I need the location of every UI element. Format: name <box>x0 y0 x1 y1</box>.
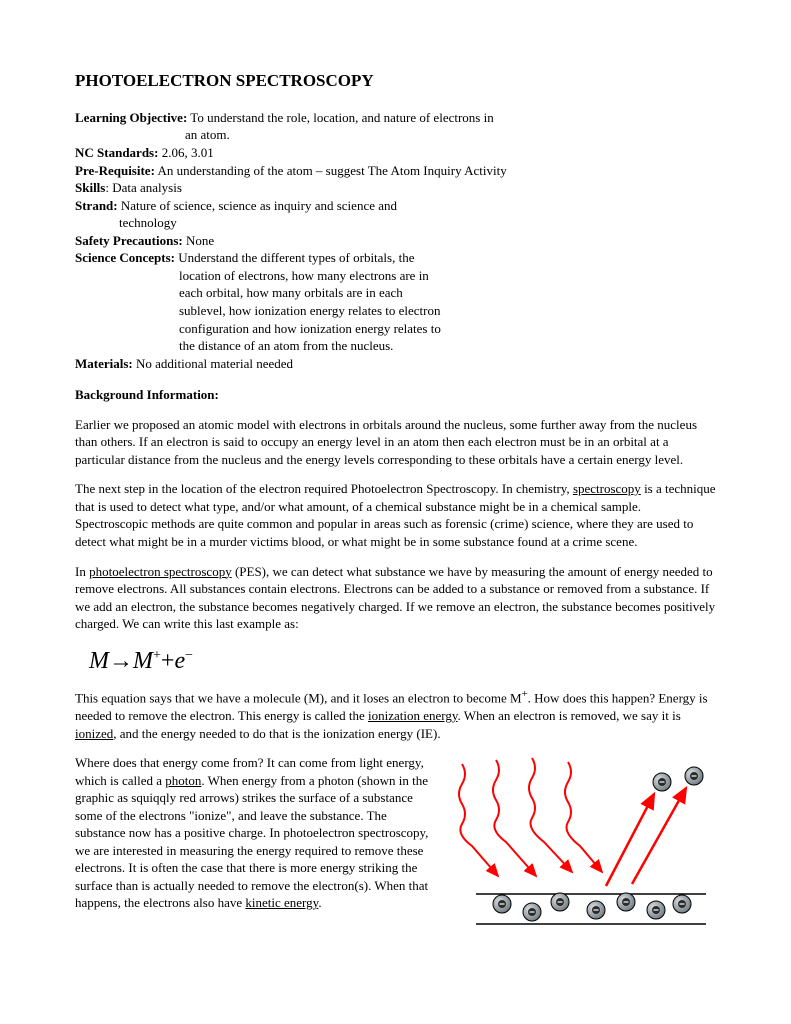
strand-l2: technology <box>75 214 716 232</box>
strand-line: Strand: Nature of science, science as in… <box>75 197 716 215</box>
concepts-l5: configuration and how ionization energy … <box>75 320 716 338</box>
p5c: . <box>318 895 321 910</box>
strand-l1: Nature of science, science as inquiry an… <box>118 198 397 213</box>
eq-e: e <box>174 648 185 674</box>
prereq-line: Pre-Requisite: An understanding of the a… <box>75 162 716 180</box>
standards-label: NC Standards: <box>75 145 158 160</box>
concepts-l2: location of electrons, how many electron… <box>75 267 716 285</box>
p4-underline-ionization-energy: ionization energy <box>368 708 458 723</box>
figure-column <box>456 754 716 949</box>
objective-text-l1: To understand the role, location, and na… <box>187 110 493 125</box>
safety-line: Safety Precautions: None <box>75 232 716 250</box>
prereq-value: An understanding of the atom – suggest T… <box>155 163 507 178</box>
paragraph-4: This equation says that we have a molecu… <box>75 687 716 742</box>
p4a: This equation says that we have a molecu… <box>75 690 522 705</box>
document-page: PHOTOELECTRON SPECTROSCOPY Learning Obje… <box>0 0 791 1024</box>
skills-value: : Data analysis <box>105 180 182 195</box>
p4-underline-ionized: ionized <box>75 726 113 741</box>
paragraph-5: Where does that energy come from? It can… <box>75 754 440 937</box>
safety-value: None <box>183 233 214 248</box>
p3a: In <box>75 564 89 579</box>
safety-label: Safety Precautions: <box>75 233 183 248</box>
p4c: . When an electron is removed, we say it… <box>458 708 681 723</box>
concepts-l3: each orbital, how many orbitals are in e… <box>75 284 716 302</box>
eq-m1: M <box>89 648 109 674</box>
paragraph-1: Earlier we proposed an atomic model with… <box>75 416 716 469</box>
paragraph-3: In photoelectron spectroscopy (PES), we … <box>75 563 716 633</box>
skills-label: Skills <box>75 180 105 195</box>
p3-underline-pes: photoelectron spectroscopy <box>89 564 232 579</box>
p2-underline-spectroscopy: spectroscopy <box>573 481 641 496</box>
background-heading: Background Information: <box>75 386 716 404</box>
two-column-row: Where does that energy come from? It can… <box>75 754 716 949</box>
eq-arrow: → <box>109 648 133 674</box>
photoelectron-figure <box>456 754 716 944</box>
strand-label: Strand: <box>75 198 118 213</box>
standards-value: 2.06, 3.01 <box>158 145 213 160</box>
materials-line: Materials: No additional material needed <box>75 355 716 373</box>
materials-label: Materials: <box>75 356 133 371</box>
eq-m2: M <box>133 648 153 674</box>
concepts-l6: the distance of an atom from the nucleus… <box>75 337 716 355</box>
p5-underline-photon: photon <box>165 773 201 788</box>
eq-sup-plus: + <box>153 648 161 663</box>
objective-text-l2: an atom. <box>75 126 716 144</box>
concepts-l1: Understand the different types of orbita… <box>175 250 414 265</box>
objective-line: Learning Objective: To understand the ro… <box>75 109 716 127</box>
objective-label: Learning Objective: <box>75 110 187 125</box>
p4d: , and the energy needed to do that is th… <box>113 726 440 741</box>
concepts-line: Science Concepts: Understand the differe… <box>75 249 716 267</box>
page-title: PHOTOELECTRON SPECTROSCOPY <box>75 70 716 93</box>
p5-underline-kinetic: kinetic energy <box>245 895 318 910</box>
concepts-label: Science Concepts: <box>75 250 175 265</box>
ionization-equation: M→M++e− <box>89 645 716 677</box>
skills-line: Skills: Data analysis <box>75 179 716 197</box>
paragraph-2: The next step in the location of the ele… <box>75 480 716 550</box>
meta-block: Learning Objective: To understand the ro… <box>75 109 716 372</box>
prereq-label: Pre-Requisite: <box>75 163 155 178</box>
standards-line: NC Standards: 2.06, 3.01 <box>75 144 716 162</box>
p5b: . When energy from a photon (shown in th… <box>75 773 428 911</box>
materials-value: No additional material needed <box>133 356 293 371</box>
eq-sup-minus: − <box>185 648 193 663</box>
concepts-l4: sublevel, how ionization energy relates … <box>75 302 716 320</box>
p2a: The next step in the location of the ele… <box>75 481 573 496</box>
eq-plus: + <box>161 648 175 674</box>
